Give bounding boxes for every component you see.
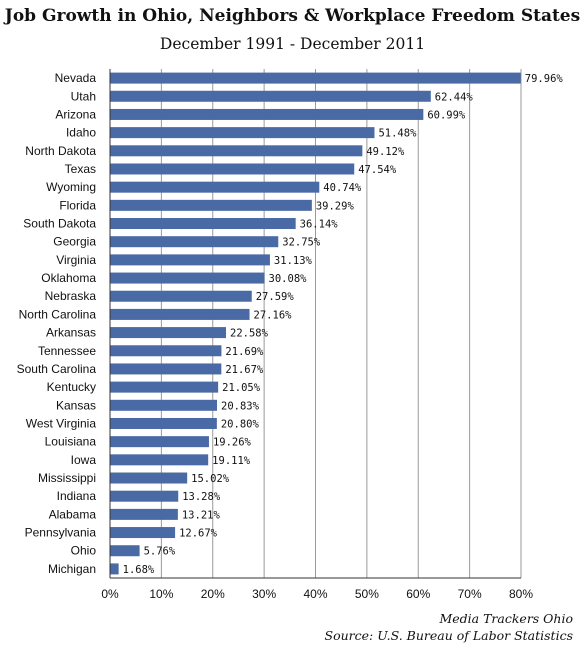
value-label: 1.68%	[123, 564, 155, 576]
bar	[110, 436, 209, 448]
bar	[110, 563, 119, 575]
value-label: 20.83%	[221, 400, 260, 412]
bar	[110, 254, 270, 266]
bar	[110, 399, 218, 411]
value-label: 49.12%	[366, 146, 405, 158]
value-label: 21.05%	[222, 382, 261, 394]
value-label: 79.96%	[525, 73, 564, 85]
bar	[110, 290, 252, 302]
value-label: 47.54%	[358, 164, 397, 176]
category-label: Florida	[59, 198, 96, 212]
category-label: Ohio	[71, 544, 97, 558]
category-label: Alabama	[49, 507, 97, 521]
category-label: Michigan	[48, 562, 96, 576]
value-label: 51.48%	[378, 128, 417, 140]
category-label: Mississippi	[38, 471, 96, 485]
value-label: 27.59%	[256, 291, 295, 303]
bar	[110, 308, 250, 320]
credit-publisher: Media Trackers Ohio	[439, 611, 573, 626]
category-label: Wyoming	[46, 180, 96, 194]
x-tick-label: 30%	[252, 587, 276, 601]
bar	[110, 127, 375, 139]
category-label: Idaho	[66, 126, 96, 140]
bar	[110, 236, 279, 248]
category-label: Arizona	[55, 107, 96, 121]
x-tick-label: 50%	[355, 587, 379, 601]
bar	[110, 163, 355, 175]
category-label: North Dakota	[25, 144, 96, 158]
value-label: 20.80%	[221, 418, 260, 430]
bar	[110, 490, 179, 502]
category-label: Arkansas	[46, 326, 96, 340]
value-label: 31.13%	[274, 255, 313, 267]
value-label: 27.16%	[254, 309, 293, 321]
bar	[110, 417, 217, 429]
category-label: South Dakota	[23, 217, 96, 231]
bar	[110, 527, 176, 539]
category-label: Texas	[65, 162, 96, 176]
bar	[110, 363, 222, 375]
bar	[110, 90, 431, 102]
value-label: 62.44%	[435, 91, 474, 103]
value-label: 32.75%	[282, 237, 321, 249]
value-label: 39.29%	[316, 200, 355, 212]
x-tick-label: 70%	[458, 587, 482, 601]
value-label: 21.69%	[225, 346, 264, 358]
value-label: 36.14%	[300, 219, 339, 231]
bar	[110, 218, 296, 230]
bar	[110, 508, 178, 520]
bar	[110, 545, 140, 557]
chart-title: Job Growth in Ohio, Neighbors & Workplac…	[4, 6, 581, 26]
bar	[110, 199, 312, 211]
value-label: 22.58%	[230, 328, 269, 340]
credit-source: Source: U.S. Bureau of Labor Statistics	[324, 628, 573, 643]
value-label: 13.28%	[182, 491, 221, 503]
category-label: Utah	[71, 89, 96, 103]
category-label: Georgia	[53, 235, 96, 249]
bar	[110, 381, 219, 393]
x-tick-label: 40%	[303, 587, 327, 601]
category-label: Kansas	[56, 398, 96, 412]
category-label: Indiana	[57, 489, 97, 503]
value-label: 40.74%	[323, 182, 362, 194]
category-label: Louisiana	[45, 435, 97, 449]
value-label: 15.02%	[191, 473, 230, 485]
x-tick-label: 60%	[406, 587, 430, 601]
value-label: 19.26%	[213, 437, 252, 449]
value-label: 5.76%	[144, 546, 176, 558]
category-label: Iowa	[71, 453, 97, 467]
category-label: Virginia	[56, 253, 96, 267]
value-label: 21.67%	[225, 364, 264, 376]
category-label: Nebraska	[45, 289, 97, 303]
chart-subtitle: December 1991 - December 2011	[159, 35, 426, 53]
category-label: South Carolina	[17, 362, 97, 376]
bar	[110, 472, 188, 484]
value-label: 13.21%	[182, 509, 221, 521]
bar	[110, 454, 209, 466]
bar	[110, 345, 222, 357]
category-label: Kentucky	[47, 380, 96, 394]
bar	[110, 72, 521, 84]
bar	[110, 108, 424, 120]
category-label: Nevada	[55, 71, 97, 85]
bar	[110, 181, 320, 193]
bar	[110, 272, 265, 284]
category-label: Pennsylvania	[25, 526, 97, 540]
category-label: West Virginia	[26, 416, 97, 430]
category-label: Oklahoma	[41, 271, 96, 285]
x-tick-label: 20%	[201, 587, 225, 601]
x-tick-label: 10%	[149, 587, 173, 601]
category-label: North Carolina	[19, 307, 97, 321]
value-label: 19.11%	[212, 455, 251, 467]
x-tick-label: 0%	[101, 587, 119, 601]
bar	[110, 145, 363, 157]
category-label: Tennessee	[38, 344, 96, 358]
value-label: 12.67%	[179, 528, 218, 540]
value-label: 60.99%	[427, 109, 466, 121]
bar	[110, 327, 227, 339]
value-label: 30.08%	[269, 273, 308, 285]
x-tick-label: 80%	[509, 587, 533, 601]
